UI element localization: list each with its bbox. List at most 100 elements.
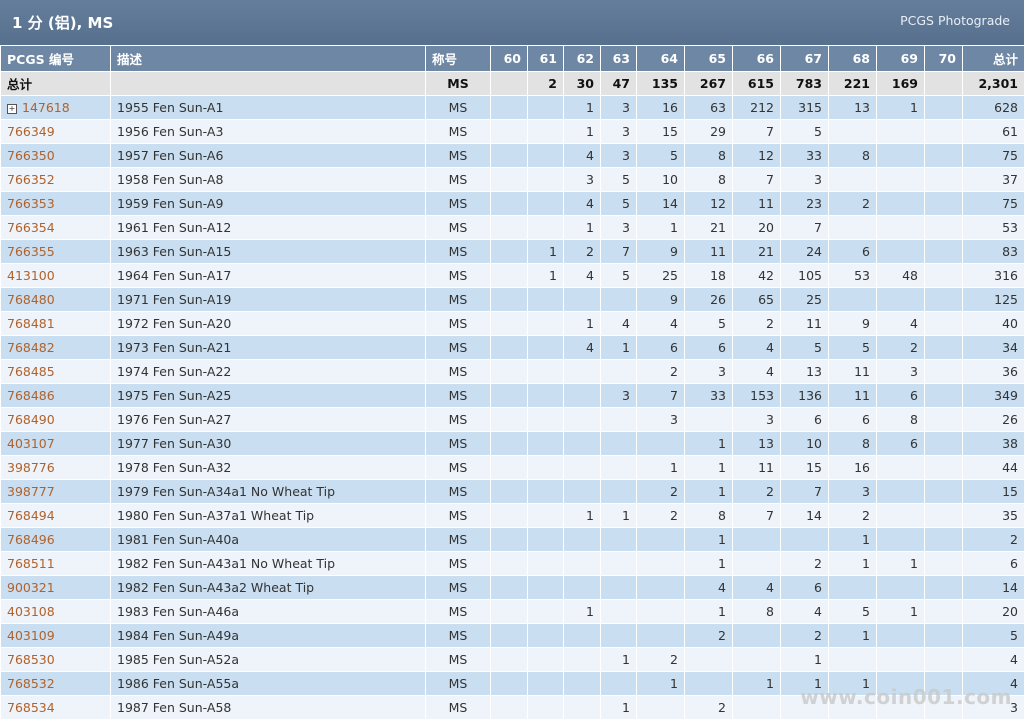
grade-count: 4 [732, 335, 781, 360]
description-cell: 1977 Fen Sun-A30 [110, 431, 426, 456]
column-header[interactable]: 描述 [110, 45, 426, 72]
data-row: 403107 1977 Fen Sun-A30 MS 1 13 10 8 6 38 [0, 431, 1024, 456]
grade-count: 221 [828, 71, 877, 96]
pcgs-id-link[interactable]: 147618 [22, 100, 70, 115]
grade-count [600, 551, 637, 576]
pcgs-id-link[interactable]: 766350 [7, 148, 55, 163]
pcgs-id-link[interactable]: 768480 [7, 292, 55, 307]
pcgs-id-link[interactable]: 766354 [7, 220, 55, 235]
pcgs-id-link[interactable]: 768511 [7, 556, 55, 571]
pcgs-id-link[interactable]: 768496 [7, 532, 55, 547]
grade-count: 3 [636, 407, 685, 432]
pcgs-id-link[interactable]: 768486 [7, 388, 55, 403]
column-header: 60 [490, 45, 528, 72]
total-count: 34 [962, 335, 1024, 360]
pcgs-id-link[interactable]: 768530 [7, 652, 55, 667]
pcgs-id-link[interactable]: 413100 [7, 268, 55, 283]
pcgs-id-link[interactable]: 768482 [7, 340, 55, 355]
grade-count [876, 695, 925, 720]
pcgs-id-link[interactable]: 766352 [7, 172, 55, 187]
grade-count: 2 [732, 479, 781, 504]
grade-count [684, 647, 733, 672]
pcgs-id-link[interactable]: 768485 [7, 364, 55, 379]
id-cell: 403108 [0, 599, 111, 624]
total-count: 2 [962, 527, 1024, 552]
grade-count: 8 [828, 143, 877, 168]
grade-count: 7 [732, 119, 781, 144]
grade-count [490, 287, 528, 312]
grade-count [924, 455, 963, 480]
grade-count [490, 623, 528, 648]
pcgs-id-link[interactable]: 766355 [7, 244, 55, 259]
grade-count [732, 695, 781, 720]
column-header: 62 [563, 45, 601, 72]
id-cell: 768530 [0, 647, 111, 672]
id-cell: 403109 [0, 623, 111, 648]
grade-count [684, 671, 733, 696]
grade-count [924, 599, 963, 624]
grade-count [490, 695, 528, 720]
grade-count [876, 239, 925, 264]
grade-count: 18 [684, 263, 733, 288]
grade-count: 2 [684, 623, 733, 648]
pcgs-id-link[interactable]: 768494 [7, 508, 55, 523]
designation-cell: MS [425, 479, 491, 504]
description-cell [110, 71, 426, 96]
description-cell: 1957 Fen Sun-A6 [110, 143, 426, 168]
pcgs-id-link[interactable]: 398776 [7, 460, 55, 475]
pcgs-id-link[interactable]: 768532 [7, 676, 55, 691]
grade-count [490, 647, 528, 672]
data-row: 766355 1963 Fen Sun-A15 MS 1 2 7 9 11 21 24 6 83 [0, 239, 1024, 264]
description-cell: 1981 Fen Sun-A40a [110, 527, 426, 552]
pcgs-id-link[interactable]: 768481 [7, 316, 55, 331]
population-table: PCGS 编号 描述 称号 60 61 62 63 64 65 66 67 68 69 70 总计 总计 MS… [0, 45, 1024, 720]
pcgs-id-link[interactable]: 768490 [7, 412, 55, 427]
pcgs-id-link[interactable]: 403107 [7, 436, 55, 451]
grade-count: 1 [828, 623, 877, 648]
grade-count: 5 [600, 167, 637, 192]
grade-count: 3 [600, 143, 637, 168]
id-cell: 768486 [0, 383, 111, 408]
column-header[interactable]: PCGS 编号 [0, 45, 111, 72]
id-cell: 768490 [0, 407, 111, 432]
grade-count [924, 479, 963, 504]
grade-count [876, 287, 925, 312]
description-cell: 1986 Fen Sun-A55a [110, 671, 426, 696]
grade-count [924, 503, 963, 528]
pcgs-id-link[interactable]: 766353 [7, 196, 55, 211]
data-row: 768480 1971 Fen Sun-A19 MS 9 26 65 25 125 [0, 287, 1024, 312]
expand-icon[interactable]: + [7, 104, 17, 114]
id-cell: 398777 [0, 479, 111, 504]
pcgs-id-link[interactable]: 766349 [7, 124, 55, 139]
grade-count: 153 [732, 383, 781, 408]
grade-count [490, 671, 528, 696]
grade-count: 3 [732, 407, 781, 432]
pcgs-id-link[interactable]: 900321 [7, 580, 55, 595]
grade-count [563, 527, 601, 552]
grade-count: 1 [684, 431, 733, 456]
grade-count: 1 [828, 551, 877, 576]
grade-count: 7 [780, 479, 829, 504]
grade-count: 3 [684, 359, 733, 384]
page-title: 1 分 (铝), MS [12, 14, 114, 32]
grade-count: 11 [732, 191, 781, 216]
pcgs-id-link[interactable]: 768534 [7, 700, 55, 715]
grade-count: 1 [600, 503, 637, 528]
grade-count [490, 407, 528, 432]
id-cell: 766350 [0, 143, 111, 168]
brand[interactable]: PCGS Photograde [900, 13, 1010, 28]
column-header: 69 [876, 45, 925, 72]
grade-count [563, 575, 601, 600]
id-cell: 766353 [0, 191, 111, 216]
grade-count [924, 119, 963, 144]
description-cell: 1956 Fen Sun-A3 [110, 119, 426, 144]
pcgs-id-link[interactable]: 398777 [7, 484, 55, 499]
pcgs-id-link[interactable]: 403109 [7, 628, 55, 643]
grade-count: 7 [780, 215, 829, 240]
grade-count [828, 575, 877, 600]
pcgs-id-link[interactable]: 403108 [7, 604, 55, 619]
grade-count [924, 383, 963, 408]
grade-count: 25 [780, 287, 829, 312]
grade-count: 1 [563, 503, 601, 528]
